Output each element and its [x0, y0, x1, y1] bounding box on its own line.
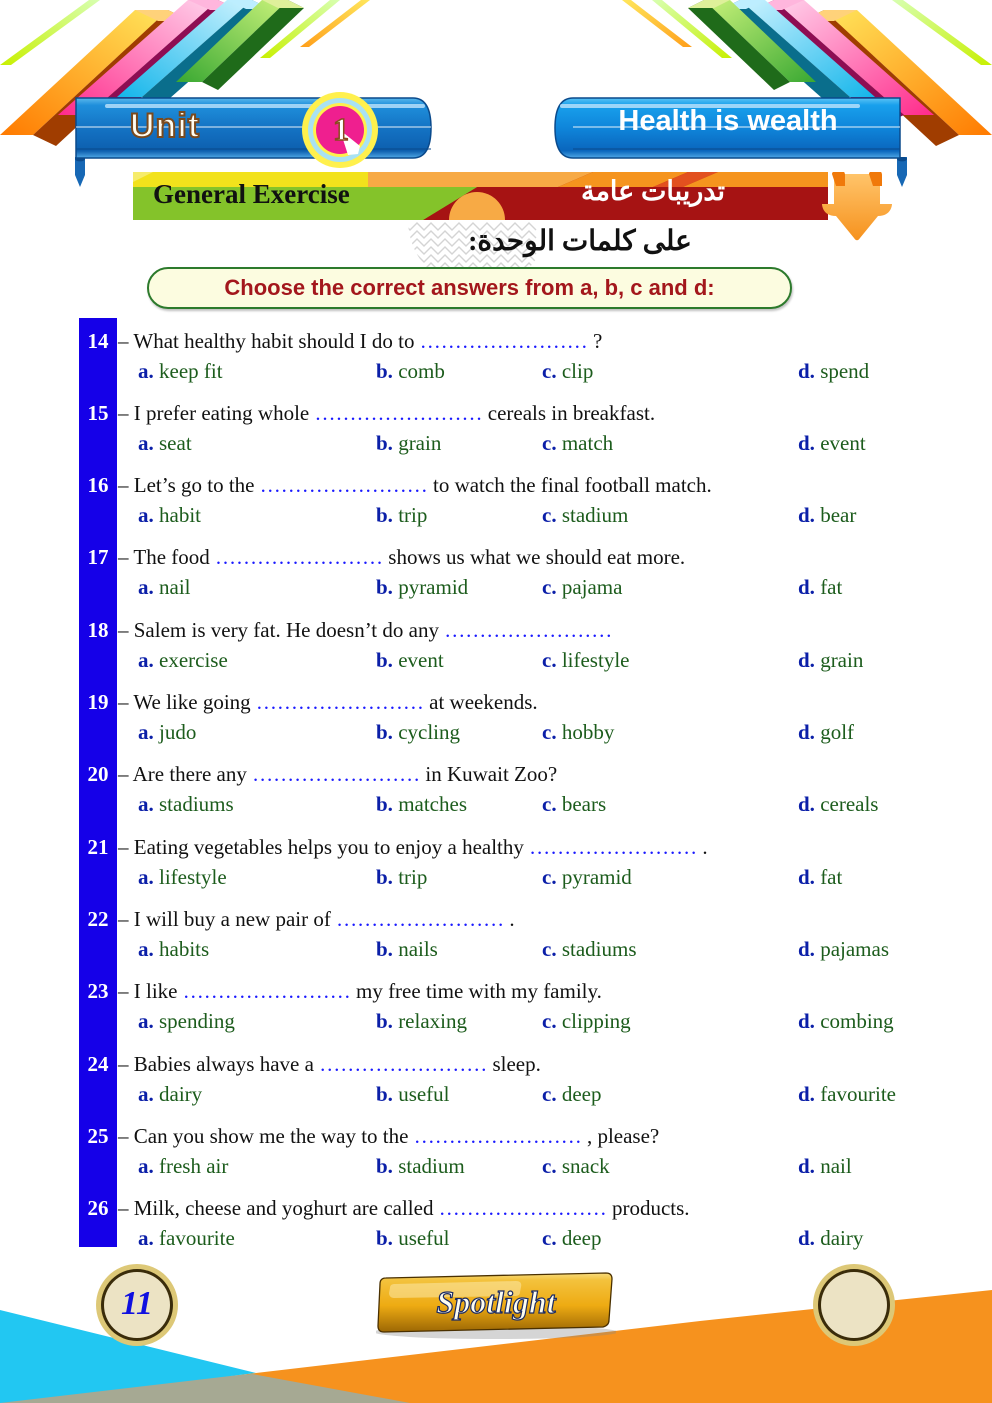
svg-text:Spotlight: Spotlight [436, 1284, 556, 1320]
